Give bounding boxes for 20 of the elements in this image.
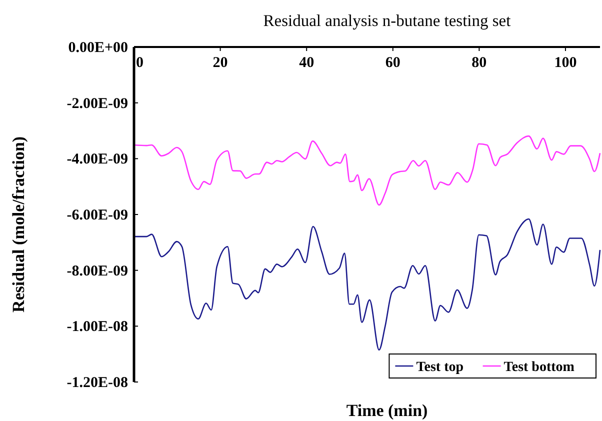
x-tick-label: 20 <box>212 55 228 71</box>
line-series <box>133 218 601 351</box>
x-tick-label: 40 <box>299 55 314 71</box>
x-tick-label: 80 <box>472 55 487 71</box>
x-tick-label: 60 <box>385 55 400 71</box>
y-tick-label: -1.20E-08 <box>66 375 128 391</box>
y-tick-label: -4.00E-09 <box>66 152 128 168</box>
y-tick-label: -8.00E-09 <box>66 263 128 280</box>
chart-title: Residual analysis n-butane testing set <box>263 11 512 30</box>
y-tick-label: -6.00E-09 <box>66 208 128 224</box>
y-tick-label: -1.00E-08 <box>66 319 128 336</box>
x-tick-label: 100 <box>554 55 577 71</box>
y-tick-label: -2.00E-09 <box>66 96 128 112</box>
y-tick-label: 0.00E+00 <box>68 40 128 56</box>
x-axis-title: Time (min) <box>346 401 428 420</box>
x-tick-label: 0 <box>136 55 144 71</box>
y-axis-title: Residual (mole/fraction) <box>9 136 28 313</box>
legend-label: Test top <box>416 360 464 375</box>
legend-label: Test bottom <box>504 360 575 375</box>
line-series <box>133 135 601 206</box>
